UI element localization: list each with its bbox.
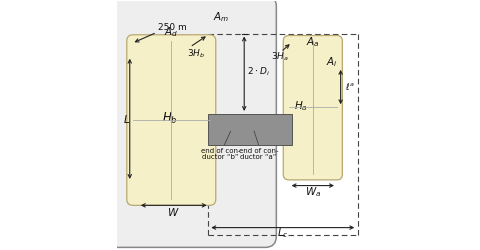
Text: $A_d$: $A_d$ [164, 26, 178, 39]
Text: ductor “b”: ductor “b” [202, 154, 239, 160]
Text: 250 m: 250 m [157, 23, 186, 32]
Text: $\ell^a$: $\ell^a$ [344, 81, 354, 92]
Text: $A_a$: $A_a$ [305, 35, 319, 49]
FancyBboxPatch shape [127, 35, 216, 205]
Text: $W$: $W$ [167, 206, 179, 218]
Text: end of con-: end of con- [201, 148, 240, 154]
Text: $L_c$: $L_c$ [276, 226, 288, 240]
Text: $A_l$: $A_l$ [243, 122, 254, 136]
FancyBboxPatch shape [107, 0, 276, 248]
Text: $A_m$: $A_m$ [213, 10, 229, 24]
Text: $W_a$: $W_a$ [304, 185, 320, 199]
Text: ductor “a”: ductor “a” [240, 154, 276, 160]
Text: $L$: $L$ [122, 113, 130, 125]
Text: $H_b$: $H_b$ [162, 111, 178, 126]
FancyBboxPatch shape [283, 36, 342, 180]
Text: end of con-: end of con- [238, 148, 277, 154]
Text: $3H_b$: $3H_b$ [187, 47, 205, 60]
Text: $2 \cdot D_i$: $2 \cdot D_i$ [247, 66, 270, 78]
Text: $A_i$: $A_i$ [325, 55, 336, 69]
Bar [208, 114, 292, 145]
Text: $3H_a$: $3H_a$ [271, 51, 289, 63]
Text: $H_a$: $H_a$ [294, 99, 307, 112]
